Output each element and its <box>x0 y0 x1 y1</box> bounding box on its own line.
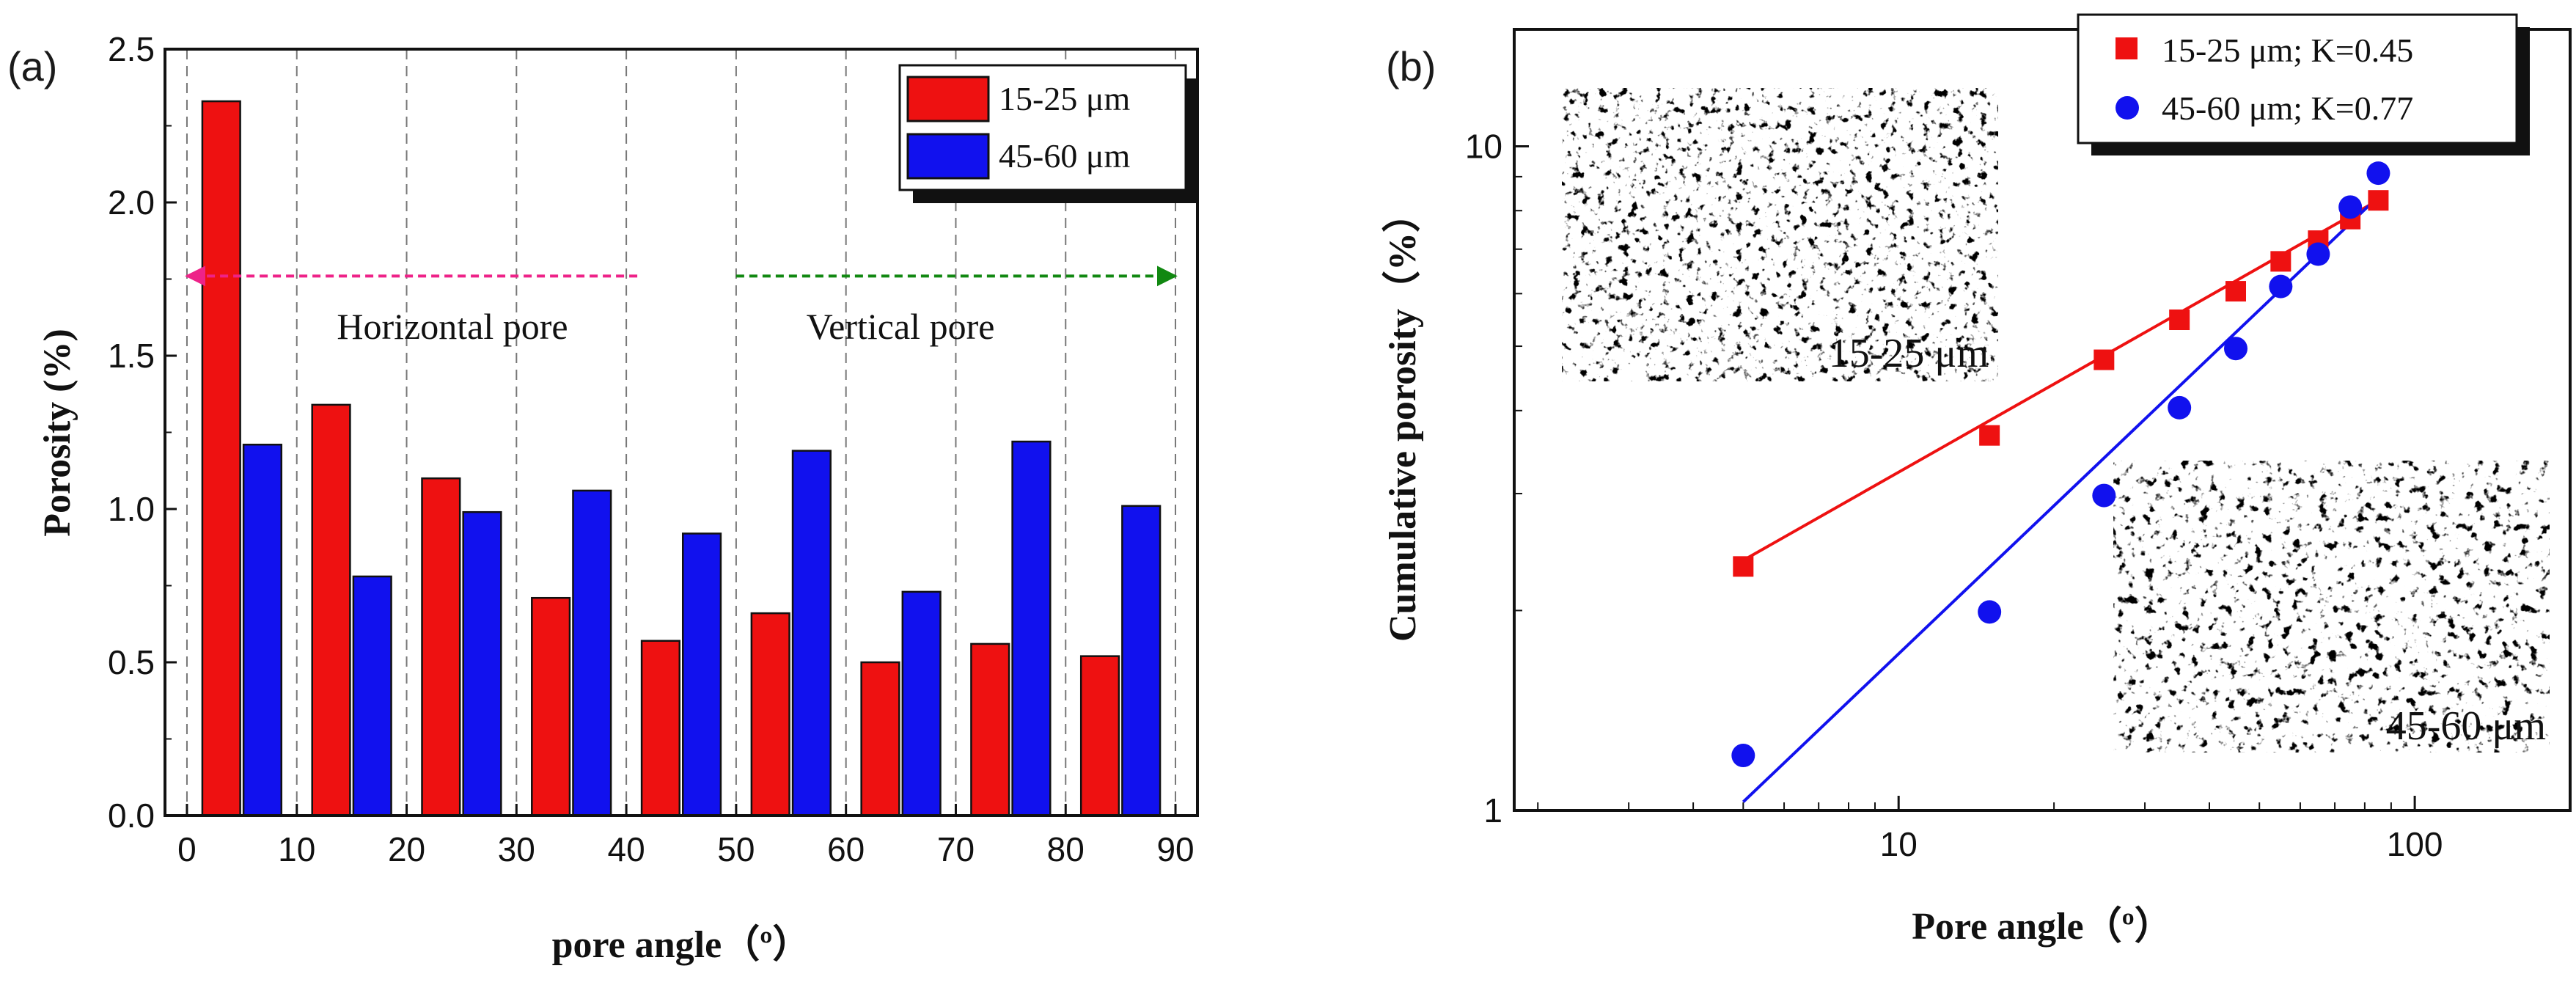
a-bar-15-25 <box>750 612 790 817</box>
b-y-tick-label: 10 <box>1465 127 1502 165</box>
b-y-axis-title: Cumulative porosity（%） <box>1381 194 1424 642</box>
b-x-tick-label: 10 <box>1880 825 1918 863</box>
a-bar-15-25 <box>421 477 461 817</box>
b-x-tick-label: 100 <box>2387 825 2443 863</box>
a-bar-15-25 <box>201 100 241 817</box>
panel-a-label: (a) <box>7 43 57 89</box>
b-inset-15-25-image: 15-25 μm <box>1562 88 1998 381</box>
a-x-tick-label: 30 <box>498 830 535 868</box>
b-legend-label-2: 45-60 μm; K=0.77 <box>2162 89 2413 127</box>
a-x-tick-label: 70 <box>937 830 975 868</box>
a-x-tick-label: 60 <box>827 830 865 868</box>
a-x-tick-label: 50 <box>717 830 755 868</box>
a-bar-45-60 <box>572 489 612 817</box>
a-x-tick-label: 80 <box>1047 830 1085 868</box>
b-legend: 15-25 μm; K=0.45 45-60 μm; K=0.77 <box>2077 13 2530 155</box>
a-y-axis-title: Porosity (%) <box>37 329 78 537</box>
b-ticks: 10 100 1 10 <box>1465 127 2571 863</box>
a-y-tick-label: 0.5 <box>108 643 155 681</box>
a-bars <box>201 100 1162 817</box>
b-plot-frame <box>1513 28 2572 812</box>
a-x-tick-label: 10 <box>278 830 315 868</box>
a-vertical-pore-label: Vertical pore <box>807 306 995 347</box>
b-point-45-60 <box>2092 483 2116 508</box>
panel-b: (b) 15-25 μm 45-60 μm 10 100 1 10 15-25 μm;… <box>1381 13 2572 948</box>
a-legend-swatch-blue <box>906 133 990 180</box>
b-point-15-25 <box>2225 281 2247 302</box>
a-y-tick-label: 0.0 <box>108 797 155 835</box>
b-point-45-60 <box>2224 337 2248 361</box>
a-y-tick-label: 2.0 <box>108 183 155 221</box>
a-bar-15-25 <box>640 640 681 817</box>
a-y-tick-label: 1.0 <box>108 490 155 528</box>
b-point-45-60 <box>2366 161 2390 186</box>
b-point-45-60 <box>1978 600 2002 624</box>
b-y-tick-label: 1 <box>1483 791 1502 830</box>
b-legend-label-1: 15-25 μm; K=0.45 <box>2162 32 2413 69</box>
b-point-15-25 <box>2270 251 2291 272</box>
a-bar-15-25 <box>531 596 571 817</box>
a-legend-label-2: 45-60 μm <box>999 137 1130 175</box>
b-point-15-25 <box>1733 556 1754 577</box>
a-horizontal-pore-label: Horizontal pore <box>337 306 568 347</box>
b-point-45-60 <box>2306 242 2330 266</box>
b-point-45-60 <box>1731 744 1755 768</box>
b-point-15-25 <box>2169 310 2190 331</box>
a-y-tick-label: 1.5 <box>108 337 155 375</box>
a-bar-45-60 <box>681 532 722 817</box>
panel-a: (a) Horizontal pore Vertical pore 0 10 20 3… <box>7 30 1199 966</box>
panel-b-label: (b) <box>1386 43 1436 89</box>
a-x-tick-label: 0 <box>177 830 197 868</box>
a-legend-label-1: 15-25 μm <box>999 80 1130 117</box>
a-x-axis-title: pore angle（º） <box>552 923 811 966</box>
b-point-15-25 <box>2094 349 2115 370</box>
a-bar-45-60 <box>1121 505 1162 817</box>
a-x-tick-label: 20 <box>388 830 425 868</box>
a-bar-45-60 <box>352 575 392 817</box>
a-ticks: 0 10 20 30 40 50 60 70 80 90 0.0 0.5 1.0 1.5 2.0 2.5 <box>108 30 1195 868</box>
b-point-15-25 <box>1979 425 2000 446</box>
a-bar-15-25 <box>311 403 351 817</box>
b-legend-circle-marker <box>2116 96 2139 120</box>
b-point-45-60 <box>2269 274 2293 299</box>
a-legend: 15-25 μm 45-60 μm <box>898 64 1199 203</box>
a-bar-45-60 <box>242 443 283 817</box>
b-point-45-60 <box>2338 195 2363 219</box>
a-x-tick-label: 40 <box>608 830 645 868</box>
a-legend-swatch-red <box>906 76 990 122</box>
b-inset-label-45-60: 45-60 μm <box>2386 703 2546 749</box>
b-legend-square-marker <box>2116 37 2138 59</box>
b-point-15-25 <box>2368 190 2389 211</box>
a-bar-45-60 <box>901 590 942 817</box>
a-bar-15-25 <box>970 642 1010 817</box>
b-x-axis-title: Pore angle（º） <box>1912 905 2173 948</box>
a-bar-45-60 <box>791 450 832 817</box>
a-bar-15-25 <box>1079 655 1120 817</box>
b-points <box>1731 161 2390 768</box>
a-bar-45-60 <box>462 510 502 817</box>
a-y-tick-label: 2.5 <box>108 30 155 68</box>
b-fit-line-45-60 <box>1742 195 2379 803</box>
a-bar-15-25 <box>860 661 900 817</box>
b-point-45-60 <box>2168 395 2192 420</box>
b-inset-label-15-25: 15-25 μm <box>1829 331 1989 376</box>
b-inset-45-60-image: 45-60 μm <box>2113 461 2550 753</box>
a-x-tick-label: 90 <box>1156 830 1194 868</box>
a-bar-45-60 <box>1011 440 1052 817</box>
